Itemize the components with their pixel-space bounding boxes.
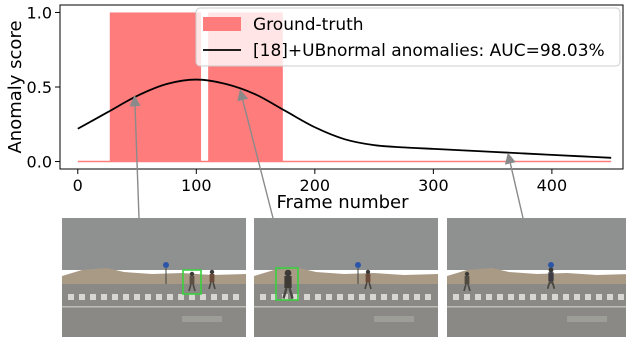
crosswalk-stripe	[189, 294, 195, 300]
sky	[254, 218, 438, 270]
person-body	[366, 274, 371, 282]
crosswalk-stripe	[486, 294, 492, 300]
video-frame-1	[62, 218, 246, 337]
crosswalk-stripe	[156, 294, 162, 300]
crosswalk-stripe	[585, 294, 591, 300]
crosswalk-stripe	[519, 294, 525, 300]
crosswalk-stripe	[414, 294, 420, 300]
y-tick-label: 1.0	[27, 3, 52, 22]
crosswalk-stripe	[178, 294, 184, 300]
crosswalk-stripe	[200, 294, 206, 300]
person-body	[465, 276, 470, 284]
crosswalk-stripe	[370, 294, 376, 300]
crosswalk-stripe	[425, 294, 431, 300]
crosswalk-stripe	[123, 294, 129, 300]
crosswalk-stripe	[359, 294, 365, 300]
crosswalk-stripe	[618, 294, 624, 300]
x-tick-label: 0	[73, 176, 83, 195]
x-axis-label: Frame number	[276, 192, 409, 213]
crosswalk-stripe	[90, 294, 96, 300]
crosswalk-stripe	[453, 294, 459, 300]
person-head	[465, 272, 469, 276]
person-body	[548, 272, 553, 281]
crosswalk-stripe	[68, 294, 74, 300]
road-sign	[548, 262, 554, 268]
crosswalk-stripe	[337, 294, 343, 300]
crosswalk-stripe	[145, 294, 151, 300]
video-frame-3	[447, 218, 626, 337]
sky	[447, 218, 626, 270]
sky	[62, 218, 246, 270]
legend-label-ground-truth: Ground-truth	[253, 15, 364, 35]
y-tick-label: 0.0	[27, 153, 52, 172]
crosswalk-stripe	[508, 294, 514, 300]
video-frame-2	[254, 218, 438, 337]
stop-marking	[374, 316, 414, 322]
lane-line	[62, 306, 246, 308]
crosswalk-stripe	[211, 294, 217, 300]
x-tick-label: 100	[181, 176, 212, 195]
crosswalk-stripe	[475, 294, 481, 300]
crosswalk-stripe	[112, 294, 118, 300]
crosswalk-stripe	[167, 294, 173, 300]
road	[447, 284, 626, 337]
person-head	[549, 268, 554, 273]
stop-marking	[567, 316, 607, 322]
crosswalk-stripe	[381, 294, 387, 300]
frame-scene	[254, 218, 438, 337]
crosswalk-stripe	[304, 294, 310, 300]
crosswalk-stripe	[348, 294, 354, 300]
crosswalk-stripe	[530, 294, 536, 300]
crosswalk-stripe	[596, 294, 602, 300]
legend-patch-ground-truth	[203, 17, 241, 31]
x-tick-label: 400	[537, 176, 568, 195]
road-sign	[163, 262, 169, 268]
lane-line	[447, 306, 626, 308]
anomaly-score-chart: 0 100 200 300 400 0.0 0.5 1.0 Frame number Anomal…	[5, 3, 623, 213]
arrow-frame-3	[508, 155, 523, 218]
y-axis-label: Anomaly score	[5, 20, 26, 153]
frame-scene	[447, 218, 626, 337]
person-body	[210, 274, 215, 282]
crosswalk-stripe	[574, 294, 580, 300]
crosswalk-stripe	[497, 294, 503, 300]
crosswalk-stripe	[79, 294, 85, 300]
crosswalk-stripe	[541, 294, 547, 300]
person-head	[210, 270, 214, 274]
person-head	[285, 270, 292, 277]
crosswalk-stripe	[563, 294, 569, 300]
crosswalk-stripe	[552, 294, 558, 300]
stop-marking	[182, 316, 222, 322]
crosswalk-stripe	[233, 294, 239, 300]
crosswalk-stripe	[326, 294, 332, 300]
road-sign	[355, 262, 361, 268]
crosswalk-stripe	[607, 294, 613, 300]
crosswalk-stripe	[222, 294, 228, 300]
video-frames	[62, 218, 626, 337]
road	[254, 284, 438, 337]
crosswalk-stripe	[403, 294, 409, 300]
legend: Ground-truth [18]+UBnormal anomalies: AUC…	[196, 8, 620, 66]
crosswalk-stripe	[464, 294, 470, 300]
legend-label-score: [18]+UBnormal anomalies: AUC=98.03%	[253, 41, 605, 61]
person-head	[366, 270, 370, 274]
lane-line	[254, 306, 438, 308]
crosswalk-stripe	[101, 294, 107, 300]
person-body	[284, 276, 291, 288]
crosswalk-stripe	[392, 294, 398, 300]
x-tick-label: 300	[418, 176, 449, 195]
y-tick-label: 0.5	[27, 78, 52, 97]
road	[62, 284, 246, 337]
crosswalk-stripe	[134, 294, 140, 300]
person-body	[190, 276, 195, 284]
frame-scene	[62, 218, 246, 337]
crosswalk-stripe	[315, 294, 321, 300]
crosswalk-stripe	[260, 294, 266, 300]
person-head	[190, 272, 194, 276]
